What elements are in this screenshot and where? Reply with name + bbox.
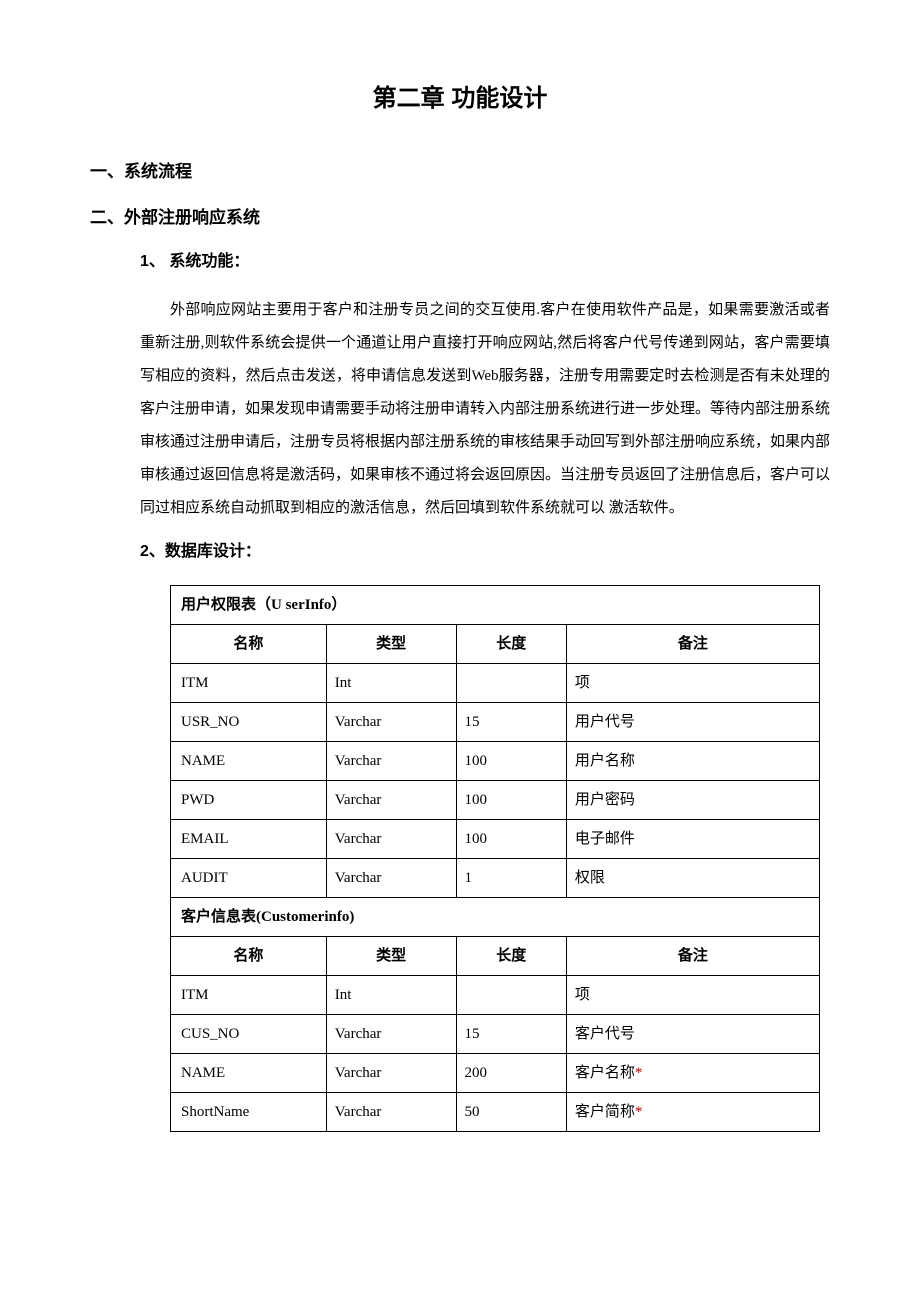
table-row: CUS_NOVarchar15客户代号 — [171, 1014, 820, 1053]
field-remark: 项 — [566, 975, 819, 1014]
field-name: ShortName — [171, 1092, 327, 1131]
field-name: AUDIT — [171, 858, 327, 897]
table-row: EMAILVarchar100电子邮件 — [171, 819, 820, 858]
field-type: Varchar — [326, 702, 456, 741]
field-length — [456, 663, 566, 702]
subsection-2-heading: 2、数据库设计： — [140, 539, 830, 565]
table-section-userinfo: 用户权限表（U serInfo） — [171, 585, 820, 624]
table-row: AUDITVarchar1权限 — [171, 858, 820, 897]
field-name: NAME — [171, 1053, 327, 1092]
field-length: 15 — [456, 1014, 566, 1053]
column-header: 名称 — [171, 624, 327, 663]
table-row: PWDVarchar100用户密码 — [171, 780, 820, 819]
system-function-paragraph: 外部响应网站主要用于客户和注册专员之间的交互使用.客户在使用软件产品是，如果需要… — [140, 294, 830, 525]
field-name: ITM — [171, 975, 327, 1014]
field-length: 100 — [456, 741, 566, 780]
column-header: 长度 — [456, 624, 566, 663]
field-remark: 用户名称 — [566, 741, 819, 780]
field-type: Varchar — [326, 1014, 456, 1053]
column-header: 类型 — [326, 624, 456, 663]
table-row: NAMEVarchar100用户名称 — [171, 741, 820, 780]
column-header: 名称 — [171, 936, 327, 975]
field-remark: 用户代号 — [566, 702, 819, 741]
table-row: ITMInt 项 — [171, 663, 820, 702]
table-row: NAMEVarchar200客户名称* — [171, 1053, 820, 1092]
field-type: Int — [326, 975, 456, 1014]
subsection-1-heading: 1、 系统功能： — [140, 249, 830, 275]
table-row: USR_NOVarchar15用户代号 — [171, 702, 820, 741]
field-type: Varchar — [326, 741, 456, 780]
field-type: Varchar — [326, 1053, 456, 1092]
column-header: 备注 — [566, 936, 819, 975]
field-type: Varchar — [326, 819, 456, 858]
field-remark: 客户代号 — [566, 1014, 819, 1053]
field-name: EMAIL — [171, 819, 327, 858]
database-design-table: 用户权限表（U serInfo）名称类型长度备注ITMInt项USR_NOVar… — [170, 585, 820, 1132]
section-2-heading: 二、外部注册响应系统 — [90, 204, 830, 231]
field-name: NAME — [171, 741, 327, 780]
field-remark: 电子邮件 — [566, 819, 819, 858]
table-row: ShortNameVarchar50客户简称* — [171, 1092, 820, 1131]
field-type: Varchar — [326, 780, 456, 819]
field-length: 1 — [456, 858, 566, 897]
field-name: USR_NO — [171, 702, 327, 741]
section-1-heading: 一、系统流程 — [90, 158, 830, 185]
column-header: 类型 — [326, 936, 456, 975]
required-star: * — [635, 1104, 643, 1120]
field-remark: 权限 — [566, 858, 819, 897]
column-header: 长度 — [456, 936, 566, 975]
field-name: CUS_NO — [171, 1014, 327, 1053]
chapter-title: 第二章 功能设计 — [90, 80, 830, 118]
field-remark: 客户简称* — [566, 1092, 819, 1131]
field-name: ITM — [171, 663, 327, 702]
field-length: 100 — [456, 819, 566, 858]
field-remark: 项 — [566, 663, 819, 702]
field-type: Varchar — [326, 1092, 456, 1131]
field-length: 50 — [456, 1092, 566, 1131]
table-row: ITMInt 项 — [171, 975, 820, 1014]
required-star: * — [635, 1065, 643, 1081]
field-length — [456, 975, 566, 1014]
field-length: 100 — [456, 780, 566, 819]
table-section-customerinfo: 客户信息表(Customerinfo) — [171, 897, 820, 936]
field-type: Int — [326, 663, 456, 702]
field-type: Varchar — [326, 858, 456, 897]
column-header: 备注 — [566, 624, 819, 663]
field-length: 15 — [456, 702, 566, 741]
field-name: PWD — [171, 780, 327, 819]
field-length: 200 — [456, 1053, 566, 1092]
field-remark: 用户密码 — [566, 780, 819, 819]
field-remark: 客户名称* — [566, 1053, 819, 1092]
